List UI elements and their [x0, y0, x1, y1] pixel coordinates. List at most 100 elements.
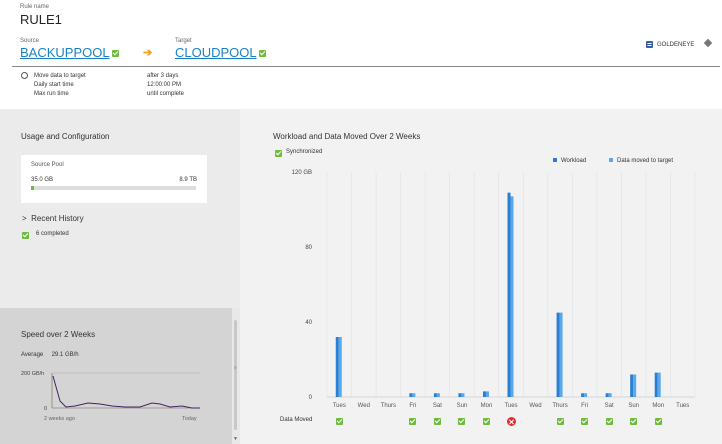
y-tick-label: 120 GB — [292, 170, 312, 176]
source-pool-total: 8.9 TB — [179, 177, 197, 183]
x-tick-label: Sun — [457, 403, 468, 409]
source-pool-used: 35.0 GB — [31, 177, 54, 183]
target-status-check-icon — [259, 50, 266, 57]
data-moved-check-icon — [581, 418, 589, 425]
bar-data-moved — [657, 372, 661, 397]
server-menu-icon[interactable] — [703, 38, 713, 48]
chevron-right-icon: > — [22, 214, 27, 223]
scroll-down-icon[interactable]: ▼ — [233, 436, 238, 442]
x-tick-label: Thurs — [381, 403, 396, 409]
x-tick-label: Sun — [628, 403, 639, 409]
bar-data-moved — [338, 337, 342, 397]
bar-workload — [433, 393, 437, 397]
speed-chart: 200 GB/h 0 2 weeks ago Today — [21, 371, 200, 422]
bar-data-moved — [412, 393, 416, 397]
x-tick-label: Sat — [605, 403, 614, 409]
legend-moved-swatch — [609, 158, 613, 162]
target-label: Target — [175, 38, 192, 44]
schedule-value-move: after 3 days — [147, 73, 179, 79]
clock-icon — [21, 72, 28, 79]
x-tick-label: Wed — [529, 403, 541, 409]
speed-title: Speed over 2 Weeks — [21, 330, 96, 339]
bar-workload — [507, 192, 511, 397]
source-pool-link[interactable]: BACKUPPOOL — [20, 45, 110, 60]
server-name[interactable]: GOLDENEYE — [657, 42, 695, 48]
bar-workload — [630, 374, 634, 397]
y-tick-label: 0 — [309, 395, 313, 401]
synchronized-check-icon — [275, 150, 282, 157]
speed-x-end: Today — [182, 416, 197, 422]
bar-data-moved — [559, 312, 563, 397]
speed-average-value: 29.1 GB/h — [51, 352, 79, 358]
legend-moved: Data moved to target — [609, 158, 673, 164]
history-completed-count: 6 completed — [36, 231, 69, 237]
speed-y-max: 200 GB/h — [21, 371, 44, 377]
bar-data-moved — [485, 391, 489, 397]
scrollbar-thumb[interactable] — [234, 320, 237, 430]
history-check-icon — [22, 232, 29, 239]
bar-workload — [409, 393, 413, 397]
bar-data-moved — [461, 393, 465, 397]
y-tick-label: 80 — [305, 245, 312, 251]
x-tick-label: Fri — [581, 403, 588, 409]
x-tick-label: Wed — [358, 403, 370, 409]
data-moved-check-icon — [630, 418, 638, 425]
data-moved-label: Data Moved — [280, 417, 313, 423]
bar-workload — [654, 372, 658, 397]
recent-history-title: Recent History — [31, 214, 84, 223]
source-status-check-icon — [112, 50, 119, 57]
scroll-grip-icon: ≡ — [234, 365, 237, 371]
x-tick-label: Mon — [652, 403, 664, 409]
workload-panel — [240, 109, 722, 444]
source-pool-label: Source Pool — [31, 162, 64, 168]
bar-workload — [458, 393, 462, 397]
bar-data-moved — [633, 374, 637, 397]
target-pool-link[interactable]: CLOUDPOOL — [175, 45, 257, 60]
speed-average: Average 29.1 GB/h — [21, 352, 79, 358]
bar-workload — [556, 312, 560, 397]
workload-title: Workload and Data Moved Over 2 Weeks — [273, 132, 421, 141]
data-moved-check-icon — [556, 418, 564, 425]
bar-data-moved — [510, 196, 514, 397]
bar-workload — [581, 393, 585, 397]
legend-workload: Workload — [553, 158, 586, 164]
x-tick-label: Tues — [333, 403, 346, 409]
rule-name-label: Rule name — [20, 4, 50, 10]
data-moved-check-icon — [409, 418, 417, 425]
x-tick-label: Fri — [409, 403, 416, 409]
legend-moved-label: Data moved to target — [617, 158, 674, 164]
schedule-value-start: 12:00:00 PM — [147, 82, 182, 88]
source-pool-usage-bar — [31, 186, 196, 190]
data-moved-check-icon — [335, 418, 343, 425]
speed-average-label: Average — [21, 352, 44, 358]
header-divider — [12, 66, 720, 67]
speed-line — [52, 375, 200, 409]
x-tick-label: Tues — [676, 403, 689, 409]
schedule-label-start: Daily start time — [34, 82, 74, 88]
schedule-label-move: Move data to target — [34, 73, 86, 79]
data-moved-check-icon — [605, 418, 613, 425]
legend-workload-swatch — [553, 158, 557, 162]
recent-history-toggle[interactable]: > Recent History — [22, 214, 84, 223]
usage-panel — [0, 109, 240, 308]
legend-workload-label: Workload — [561, 158, 587, 164]
bar-data-moved — [584, 393, 588, 397]
data-moved-check-icon — [654, 418, 662, 425]
synchronized-label: Synchronized — [286, 149, 323, 155]
speed-y-zero: 0 — [44, 406, 47, 412]
data-moved-check-icon — [433, 418, 441, 425]
data-moved-check-icon — [482, 418, 490, 425]
arrow-right-icon: ➔ — [143, 47, 153, 59]
rule-header: Rule name RULE1 Source BACKUPPOOL ➔ Targ… — [0, 0, 722, 109]
data-moved-check-icon — [458, 418, 466, 425]
left-panel-scrollbar[interactable]: ≡ ▼ — [232, 308, 240, 444]
source-pool-usage-fill — [31, 186, 35, 190]
usage-title: Usage and Configuration — [21, 132, 110, 141]
speed-x-start: 2 weeks ago — [44, 416, 75, 422]
schedule-value-maxrun: until complete — [147, 91, 185, 97]
x-tick-label: Tues — [504, 403, 517, 409]
y-tick-label: 40 — [305, 320, 312, 326]
x-tick-label: Thurs — [552, 403, 567, 409]
bar-workload — [605, 393, 609, 397]
server-icon — [646, 41, 653, 48]
